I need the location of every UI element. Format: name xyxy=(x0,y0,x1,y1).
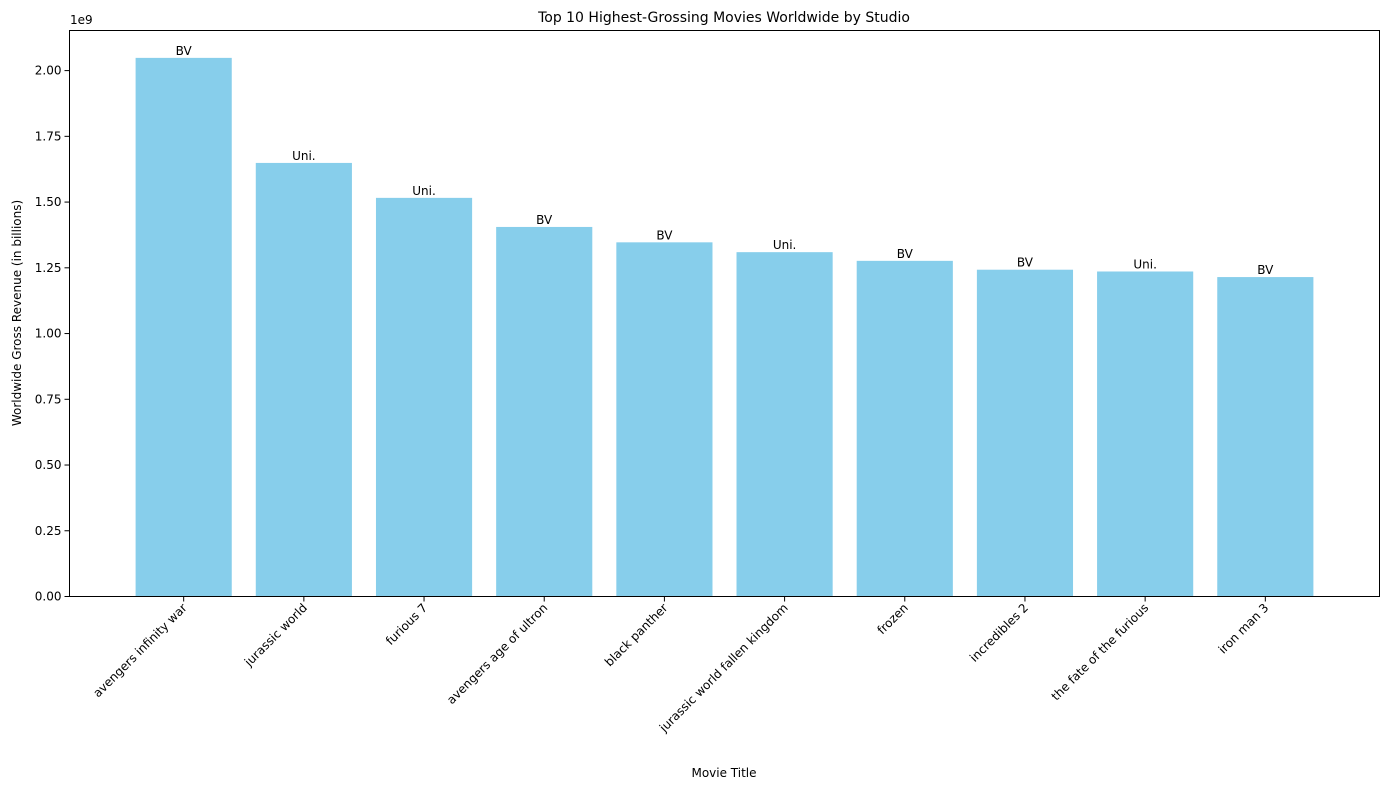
y-tick-label: 0.75 xyxy=(35,392,62,406)
bar xyxy=(736,252,833,597)
x-tick-label: the fate of the furious xyxy=(1049,601,1152,704)
x-tick-label: jurassic world fallen kingdom xyxy=(656,601,791,736)
bar-label: BV xyxy=(656,228,673,242)
chart-title: Top 10 Highest-Grossing Movies Worldwide… xyxy=(537,10,910,26)
bar-label: Uni. xyxy=(412,184,436,198)
bar xyxy=(976,269,1074,597)
plot-area: 0.00 0.25 0.50 0.75 1.00 1.25 1.50 1.75 2.00 BV av… xyxy=(35,44,1314,736)
axes-frame xyxy=(69,30,1380,597)
x-tick-label: avengers infinity war xyxy=(90,601,189,700)
y-tick-label: 0.50 xyxy=(35,458,62,472)
bar-label: Uni. xyxy=(292,149,316,163)
x-tick-label: frozen xyxy=(874,601,910,637)
bar-label: BV xyxy=(1017,256,1034,270)
bar xyxy=(1217,277,1314,597)
bar xyxy=(496,226,593,597)
y-tick-label: 2.00 xyxy=(35,64,62,78)
bar xyxy=(856,260,953,597)
bar-label: Uni. xyxy=(773,238,797,252)
y-tick-label: 0.25 xyxy=(35,524,62,538)
y-tick-label: 1.50 xyxy=(35,195,62,209)
bar-label: Uni. xyxy=(1133,257,1157,271)
bar-label: BV xyxy=(897,247,914,261)
y-tick-label: 1.75 xyxy=(35,129,62,143)
bar-label: BV xyxy=(1257,263,1274,277)
x-axis-label: Movie Title xyxy=(691,766,756,780)
x-tick-label: iron man 3 xyxy=(1216,601,1272,657)
y-tick-label: 1.00 xyxy=(35,327,62,341)
y-axis-offset-label: 1e9 xyxy=(70,13,93,27)
x-tick-label: jurassic world xyxy=(241,601,310,670)
bar xyxy=(616,242,713,597)
bar xyxy=(255,162,352,597)
x-tick-label: incredibles 2 xyxy=(967,601,1031,665)
bar xyxy=(375,197,473,597)
x-tick-label: furious 7 xyxy=(383,601,430,648)
x-tick-label: black panther xyxy=(602,601,671,670)
y-axis-label: Worldwide Gross Revenue (in billions) xyxy=(10,200,24,426)
bar-label: BV xyxy=(536,213,553,227)
bar-label: BV xyxy=(176,44,193,58)
y-tick-label: 1.25 xyxy=(35,261,62,275)
x-tick-label: avengers age of ultron xyxy=(444,601,550,707)
y-tick-label: 0.00 xyxy=(35,590,62,604)
bar xyxy=(135,57,232,597)
bar xyxy=(1097,271,1194,597)
